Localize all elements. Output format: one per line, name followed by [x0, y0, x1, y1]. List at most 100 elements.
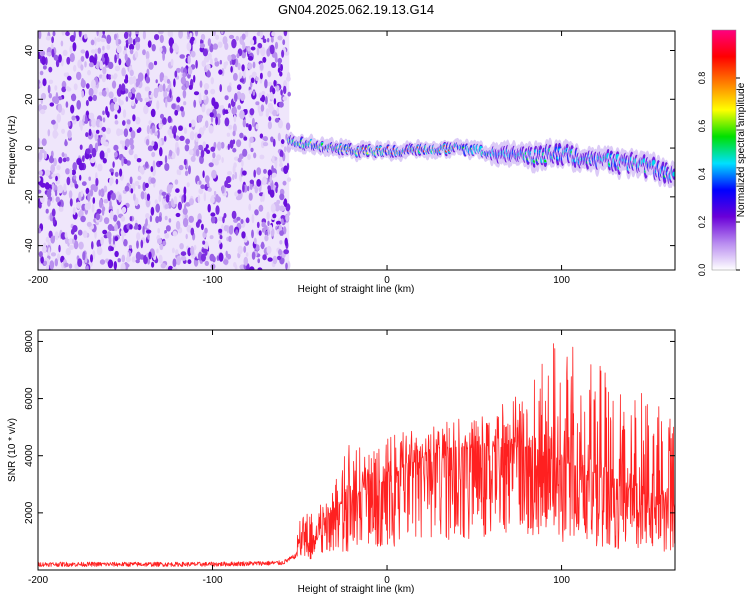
- noise-speckle: [146, 193, 151, 201]
- noise-speckle: [144, 86, 149, 92]
- noise-speckle: [228, 34, 235, 39]
- noise-speckle: [101, 208, 105, 216]
- noise-speckle: [176, 96, 181, 103]
- noise-speckle: [38, 189, 42, 194]
- noise-speckle: [190, 245, 195, 256]
- noise-speckle: [100, 236, 104, 246]
- noise-speckle: [266, 211, 270, 220]
- noise-speckle: [57, 103, 63, 113]
- noise-speckle: [142, 225, 145, 235]
- noise-speckle: [103, 199, 109, 204]
- noise-speckle: [60, 40, 64, 47]
- noise-speckle: [181, 195, 184, 204]
- noise-speckle: [207, 52, 212, 60]
- noise-speckle: [248, 89, 253, 95]
- noise-speckle: [247, 154, 251, 160]
- noise-speckle: [279, 193, 285, 201]
- noise-speckle: [202, 170, 205, 178]
- noise-speckle: [279, 71, 283, 77]
- noise-speckle: [70, 104, 75, 114]
- noise-speckle: [82, 251, 86, 261]
- noise-speckle: [175, 249, 179, 256]
- noise-speckle: [212, 152, 216, 159]
- noise-speckle: [193, 74, 196, 83]
- noise-speckle: [142, 31, 146, 40]
- noise-speckle: [76, 100, 81, 110]
- noise-speckle: [183, 127, 188, 134]
- noise-speckle: [51, 119, 56, 125]
- noise-speckle: [215, 116, 219, 126]
- noise-speckle: [262, 38, 267, 43]
- noise-speckle: [167, 31, 172, 37]
- noise-speckle: [62, 157, 67, 163]
- noise-speckle: [108, 61, 114, 70]
- noise-speckle: [239, 110, 245, 120]
- noise-speckle: [103, 217, 110, 225]
- spectrogram-x-tick-label: 0: [384, 275, 390, 286]
- noise-speckle: [277, 119, 283, 129]
- noise-speckle: [145, 50, 150, 60]
- noise-speckle: [195, 149, 200, 157]
- noise-speckle: [137, 175, 142, 181]
- noise-speckle: [214, 57, 218, 63]
- noise-speckle: [164, 163, 170, 171]
- noise-speckle: [258, 110, 264, 117]
- noise-speckle: [176, 147, 180, 156]
- noise-speckle: [130, 130, 136, 139]
- noise-speckle: [163, 135, 167, 142]
- noise-speckle: [94, 133, 98, 142]
- spectrogram-y-tick-label: 0: [24, 145, 35, 151]
- noise-speckle: [251, 117, 255, 128]
- noise-speckle: [80, 55, 85, 62]
- noise-speckle: [206, 64, 211, 70]
- noise-speckle: [259, 31, 264, 39]
- noise-speckle: [162, 51, 166, 61]
- noise-speckle: [65, 247, 72, 256]
- noise-speckle: [106, 44, 111, 50]
- snr-x-label: Height of straight line (km): [298, 584, 415, 595]
- noise-speckle: [145, 229, 152, 234]
- noise-speckle: [97, 47, 102, 54]
- noise-speckle: [208, 125, 214, 134]
- noise-speckle: [282, 180, 287, 186]
- noise-speckle: [121, 67, 126, 77]
- noise-speckle: [134, 51, 139, 59]
- noise-speckle: [269, 174, 273, 184]
- noise-speckle: [274, 41, 279, 50]
- noise-speckle: [86, 148, 91, 155]
- noise-speckle: [228, 124, 233, 130]
- noise-speckle: [242, 148, 248, 157]
- noise-speckle: [68, 263, 73, 269]
- noise-speckle: [159, 243, 164, 251]
- noise-speckle: [200, 223, 204, 231]
- noise-speckle: [99, 121, 103, 129]
- noise-speckle: [145, 138, 150, 146]
- noise-speckle: [268, 116, 272, 122]
- noise-speckle: [41, 245, 47, 253]
- noise-speckle: [158, 138, 162, 148]
- noise-speckle: [182, 217, 189, 228]
- noise-speckle: [123, 239, 128, 247]
- noise-speckle: [101, 90, 107, 97]
- noise-speckle: [87, 69, 91, 76]
- noise-speckle: [77, 229, 83, 236]
- noise-speckle: [235, 35, 239, 41]
- snr-y-tick-label: 6000: [24, 387, 35, 410]
- noise-speckle: [158, 123, 163, 130]
- noise-speckle: [100, 37, 106, 43]
- noise-speckle: [247, 47, 251, 52]
- noise-speckle: [99, 74, 103, 79]
- noise-speckle: [212, 43, 218, 50]
- noise-speckle: [207, 187, 212, 192]
- noise-speckle: [138, 127, 142, 133]
- noise-speckle: [107, 191, 111, 202]
- noise-speckle: [253, 38, 257, 44]
- noise-speckle: [190, 227, 195, 236]
- noise-speckle: [250, 46, 256, 51]
- noise-speckle: [158, 254, 163, 264]
- noise-speckle: [159, 34, 164, 44]
- noise-speckle: [248, 203, 252, 211]
- noise-speckle: [58, 156, 63, 164]
- snr-x-tick-label: 0: [384, 575, 390, 586]
- noise-speckle: [109, 168, 114, 173]
